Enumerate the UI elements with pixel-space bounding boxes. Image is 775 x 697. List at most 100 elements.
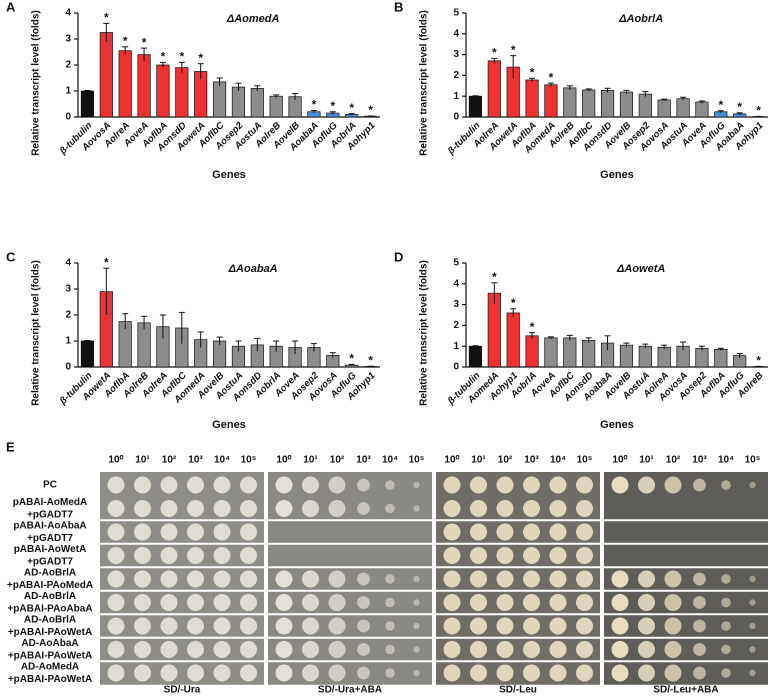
yeast-spot bbox=[611, 641, 629, 658]
x-axis-label: Genes bbox=[212, 169, 246, 181]
yeast-spot bbox=[693, 572, 706, 586]
yeast-spot bbox=[496, 617, 514, 635]
yeast-spot bbox=[240, 664, 257, 682]
yeast-spot bbox=[357, 596, 370, 609]
strain-label: +pABAI-PAoWetA bbox=[8, 674, 92, 685]
yeast-spot bbox=[213, 664, 231, 682]
yeast-spot bbox=[134, 617, 151, 635]
strain-label: AD-AoBrlA bbox=[24, 614, 76, 625]
bar bbox=[468, 95, 483, 118]
strain-label: PC bbox=[43, 480, 57, 491]
medium-label: SD/-Ura bbox=[164, 685, 201, 696]
dilution-label: 10² bbox=[666, 455, 681, 466]
yeast-spot bbox=[240, 617, 257, 635]
yeast-spot bbox=[357, 572, 370, 586]
significance-marker: * bbox=[123, 34, 128, 48]
yeast-spot bbox=[328, 476, 346, 494]
yeast-spot bbox=[664, 476, 682, 494]
plate-gap bbox=[432, 472, 436, 685]
y-axis-label: Relative transcript level (folds) bbox=[31, 260, 42, 406]
yeast-spot bbox=[576, 617, 593, 635]
yeast-spot bbox=[496, 547, 514, 564]
bar bbox=[563, 87, 577, 118]
yeast-spot bbox=[470, 594, 487, 611]
significance-marker: * bbox=[737, 100, 742, 114]
yeast-spot bbox=[443, 500, 461, 517]
yeast-spot bbox=[107, 570, 125, 588]
significance-marker: * bbox=[330, 99, 335, 113]
yeast-spot bbox=[693, 619, 706, 633]
y-axis-label: Relative transcript level (folds) bbox=[419, 260, 430, 406]
dilution-label: 10² bbox=[330, 455, 345, 466]
bar bbox=[638, 93, 652, 118]
yeast-spot bbox=[213, 500, 231, 517]
yeast-spot bbox=[328, 617, 346, 635]
y-tick-label: 4 bbox=[453, 28, 459, 39]
yeast-spot bbox=[160, 664, 178, 682]
significance-marker: * bbox=[179, 50, 184, 64]
yeast-spot bbox=[638, 570, 655, 588]
yeast-spot bbox=[328, 594, 346, 611]
yeast-spot bbox=[749, 599, 756, 606]
y-tick-label: 4 bbox=[453, 278, 459, 289]
yeast-spot bbox=[213, 617, 231, 635]
bar bbox=[156, 64, 170, 118]
y-tick-label: 0 bbox=[453, 112, 459, 123]
dilution-label: 10⁴ bbox=[718, 455, 734, 466]
significance-marker: * bbox=[756, 354, 761, 368]
dilution-label: 10¹ bbox=[303, 455, 318, 466]
chart-title: ΔAomedA bbox=[226, 13, 280, 25]
dilution-label: 10⁰ bbox=[612, 455, 627, 466]
y-axis-label: Relative transcript level (folds) bbox=[419, 10, 430, 156]
yeast-spot bbox=[275, 476, 293, 494]
dilution-label: 10¹ bbox=[639, 455, 654, 466]
y-tick-label: 3 bbox=[453, 49, 459, 60]
yeast-spot bbox=[496, 500, 514, 517]
strain-label: pABAI-AoMedA bbox=[13, 497, 87, 508]
yeast-spot bbox=[107, 523, 125, 541]
dilution-label: 10⁴ bbox=[382, 455, 398, 466]
yeast-spot bbox=[134, 570, 151, 588]
yeast-spot bbox=[693, 643, 706, 656]
yeast-spot bbox=[576, 570, 593, 588]
yeast-spot bbox=[443, 641, 461, 658]
significance-marker: * bbox=[718, 98, 723, 112]
yeast-spot bbox=[443, 617, 461, 635]
y-tick-label: 1 bbox=[65, 86, 71, 97]
bar bbox=[468, 345, 483, 368]
yeast-spot bbox=[470, 617, 487, 635]
y-tick-label: 3 bbox=[65, 34, 71, 45]
yeast-spot bbox=[160, 500, 178, 517]
yeast-spot bbox=[576, 641, 593, 658]
yeast-spot bbox=[611, 570, 629, 588]
dilution-label: 10³ bbox=[692, 455, 707, 466]
bar bbox=[544, 337, 558, 368]
yeast-spot bbox=[749, 669, 756, 677]
yeast-spot bbox=[549, 500, 567, 517]
yeast-spot bbox=[328, 500, 346, 517]
yeast-spot bbox=[240, 570, 257, 588]
yeast-spot bbox=[134, 641, 151, 658]
significance-marker: * bbox=[349, 101, 354, 115]
yeast-spot bbox=[523, 476, 540, 494]
medium-label: SD/-Leu+ABA bbox=[653, 685, 718, 696]
yeast-spot bbox=[496, 664, 514, 682]
yeast-spot bbox=[275, 664, 293, 682]
yeast-spot bbox=[721, 621, 731, 631]
yeast-spot bbox=[549, 476, 567, 494]
yeast-spot bbox=[664, 570, 682, 588]
bar bbox=[99, 32, 113, 118]
yeast-spot bbox=[302, 594, 319, 611]
strain-label: AD-AoBrlA bbox=[24, 567, 76, 578]
yeast-spot bbox=[523, 547, 540, 564]
yeast-spot bbox=[496, 594, 514, 611]
yeast-spot bbox=[576, 500, 593, 517]
bar bbox=[137, 322, 151, 368]
yeast-spot bbox=[160, 570, 178, 588]
yeast-spot bbox=[275, 641, 293, 658]
y-tick-label: 2 bbox=[65, 60, 71, 71]
yeast-spot bbox=[470, 641, 487, 658]
yeast-spot bbox=[107, 500, 125, 517]
bar bbox=[676, 98, 690, 118]
